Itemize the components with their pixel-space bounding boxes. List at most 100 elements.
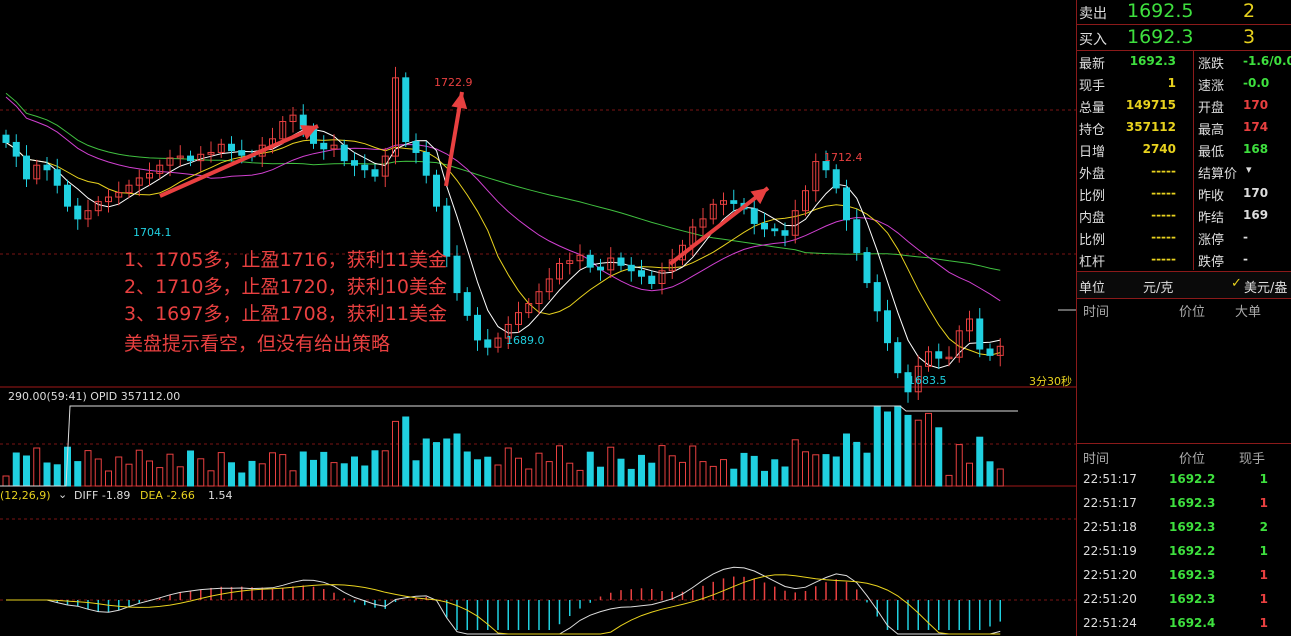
kline-chart[interactable] xyxy=(0,0,1076,636)
quote-label: 跌停 xyxy=(1198,255,1225,270)
candle-body xyxy=(750,208,758,224)
candle-body xyxy=(832,169,840,189)
quote-label: 昨收 xyxy=(1198,189,1225,204)
candle-body xyxy=(105,196,112,203)
volume-bar xyxy=(207,470,215,487)
tick-time: 22:51:17 xyxy=(1083,472,1137,486)
bigorder-col-price: 价位 xyxy=(1179,305,1206,320)
quote-label: 涨跌 xyxy=(1198,57,1225,72)
tick-vol: 2 xyxy=(1259,520,1268,534)
candle-body xyxy=(433,174,440,207)
quote-label: 最低 xyxy=(1198,145,1225,160)
candle-body xyxy=(935,351,943,359)
quote-row: 持仓 357112 最高 174 xyxy=(1077,116,1291,138)
candle-body xyxy=(566,260,574,264)
volume-bar xyxy=(84,450,92,487)
volume-bar xyxy=(433,442,440,487)
volume-bar xyxy=(740,452,748,487)
tick-row: 22:51:24 1692.4 1 xyxy=(1077,611,1291,635)
volume-bar xyxy=(873,405,881,487)
candle-body xyxy=(914,365,922,393)
quote-label: 外盘 xyxy=(1079,167,1106,182)
volume-bar xyxy=(709,465,717,487)
volume-bar xyxy=(884,411,891,487)
volume-bar xyxy=(904,414,912,487)
macd-params: (12,26,9) xyxy=(0,489,51,502)
volume-bar xyxy=(986,461,994,487)
quote-panel: 卖出 1692.5 2 买入 1692.3 3 最新 1692.3 涨跌 -1.6/0… xyxy=(1076,0,1291,636)
tick-time: 22:51:20 xyxy=(1083,592,1137,606)
volume-bar xyxy=(23,455,30,487)
quote-value: ----- xyxy=(1151,164,1176,178)
volume-bar xyxy=(771,459,779,487)
quote-divider xyxy=(1193,50,1194,270)
volume-bar xyxy=(720,459,727,487)
candle-body xyxy=(320,142,328,150)
bid-row[interactable]: 买入 1692.3 3 xyxy=(1077,26,1291,51)
unit-value[interactable]: 元/克 xyxy=(1143,281,1174,296)
candle-body xyxy=(996,345,1004,356)
quote-value: - xyxy=(1243,230,1248,244)
volume-bar xyxy=(310,459,317,487)
candle-body xyxy=(94,201,102,212)
candle-body xyxy=(986,348,994,356)
candle-body xyxy=(586,254,594,268)
candle-body xyxy=(351,160,358,166)
tick-vol: 1 xyxy=(1259,592,1268,606)
candle-body xyxy=(217,143,225,153)
candle-body xyxy=(412,141,420,153)
unit-toggle-label[interactable]: 美元/盎 xyxy=(1244,281,1288,296)
candle-body xyxy=(289,114,297,123)
macd-value: 1.54 xyxy=(208,489,233,502)
quote-value: 2740 xyxy=(1142,142,1176,156)
candle-body xyxy=(74,205,82,220)
candle-body xyxy=(812,161,820,192)
quote-label: 昨结 xyxy=(1198,211,1225,226)
kline-chart-area[interactable]: 1704.1 1722.9 1689.0 1712.4 1683.5 3分30秒… xyxy=(0,0,1076,636)
checkmark-icon[interactable]: ✓ xyxy=(1231,276,1242,291)
candle-body xyxy=(474,314,481,341)
candle-body xyxy=(371,169,379,177)
volume-bar xyxy=(443,438,451,487)
open-interest-line xyxy=(0,405,1018,487)
candle-body xyxy=(730,200,738,204)
volume-bar xyxy=(914,419,922,487)
candle-body xyxy=(207,151,215,155)
volume-bar xyxy=(935,427,943,487)
chevron-down-icon[interactable]: ⌄ xyxy=(58,488,68,501)
candle-body xyxy=(125,184,133,194)
candle-body xyxy=(720,200,727,205)
volume-bar xyxy=(402,416,410,487)
quote-label: 杠杆 xyxy=(1079,255,1106,270)
tick-row: 22:51:20 1692.3 1 xyxy=(1077,563,1291,587)
volume-bar xyxy=(279,454,287,487)
volume-bar xyxy=(125,463,133,487)
label-low-3: 1683.5 xyxy=(908,374,947,387)
ask-row[interactable]: 卖出 1692.5 2 xyxy=(1077,0,1291,25)
candle-body xyxy=(43,164,51,171)
candle-body xyxy=(576,254,584,262)
volume-bar xyxy=(730,468,738,487)
volume-bar xyxy=(474,459,481,487)
candle-body xyxy=(966,318,973,332)
candle-body xyxy=(925,351,932,367)
quote-value: 170 xyxy=(1243,98,1269,112)
volume-bar xyxy=(135,449,143,487)
candle-body xyxy=(330,144,338,150)
ticks-col-time: 时间 xyxy=(1083,452,1110,467)
candle-body xyxy=(894,342,902,374)
candle-body xyxy=(494,337,502,348)
candle-body xyxy=(945,356,953,360)
strategy-note-3: 3、1697多，止盈1708，获利11美金 xyxy=(124,303,447,325)
candle-body xyxy=(955,330,963,358)
volume-bar xyxy=(258,463,266,487)
tick-price: 1692.4 xyxy=(1169,616,1216,630)
quote-value: - xyxy=(1243,252,1248,266)
bigorder-col-time: 时间 xyxy=(1083,305,1110,320)
volume-bar xyxy=(822,454,830,487)
volume-bar xyxy=(894,405,902,487)
caret-down-icon[interactable]: ▾ xyxy=(1246,163,1252,176)
candle-body xyxy=(392,77,399,157)
candle-body xyxy=(33,164,41,180)
macd-dea: DEA -2.66 xyxy=(140,489,195,502)
